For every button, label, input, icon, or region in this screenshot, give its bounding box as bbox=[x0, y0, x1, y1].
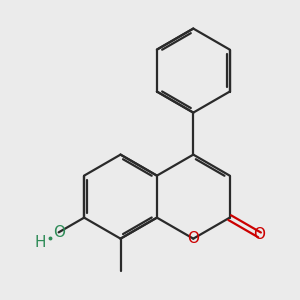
Text: O: O bbox=[53, 225, 65, 240]
Text: O: O bbox=[187, 231, 199, 246]
Text: O: O bbox=[254, 227, 266, 242]
Text: H: H bbox=[35, 236, 46, 250]
